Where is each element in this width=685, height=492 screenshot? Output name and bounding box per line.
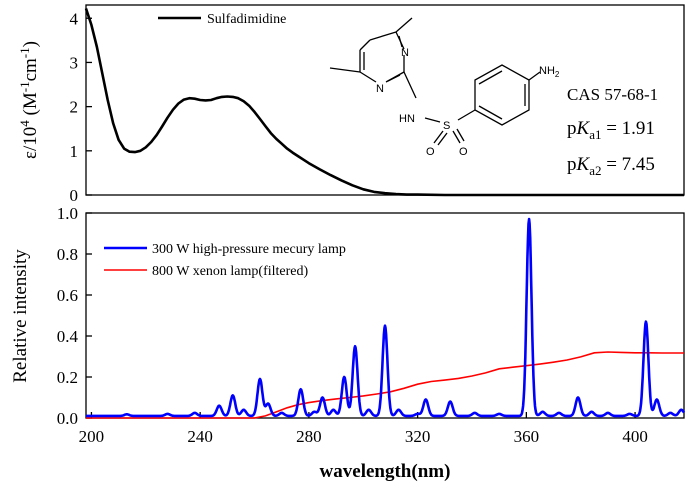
lamp-spectrum-panel: 0.0 0.2 0.4 0.6 0.8 1.0 200 240 280 320 360 400 Re… (10, 204, 685, 482)
top-y-tick-label: 1 (70, 142, 79, 161)
atom-n1: N (401, 47, 409, 59)
x-tick-label: 400 (622, 427, 648, 446)
bottom-plot-frame (85, 212, 685, 419)
bottom-y-tick-label: 0.0 (57, 409, 78, 428)
atom-s: S (443, 120, 450, 132)
top-y-tick-label: 3 (70, 53, 79, 72)
top-y-tick-label: 0 (70, 186, 79, 205)
cas-number: CAS 57-68-1 (567, 85, 658, 104)
top-legend-label: Sulfadimidine (207, 12, 286, 27)
atom-nh2: NH2 (539, 65, 560, 79)
absorption-panel: 0 1 2 3 4 ε/104 (M-1cm-1) Sulfadimidine CAS … (17, 4, 685, 205)
x-tick-label: 360 (514, 427, 540, 446)
bottom-y-tick-label: 0.8 (57, 245, 78, 264)
bottom-y-ticks: 0.0 0.2 0.4 0.6 0.8 1.0 (57, 204, 92, 428)
sulfadimidine-absorption-curve (84, 8, 684, 197)
top-y-axis-label: ε/104 (M-1cm-1) (17, 41, 41, 159)
x-tick-label: 240 (187, 427, 213, 446)
x-tick-label: 280 (296, 427, 322, 446)
mercury-lamp-curve (85, 217, 685, 418)
x-axis-label: wavelength(nm) (320, 461, 451, 482)
top-y-ticks: 0 1 2 3 4 (70, 9, 92, 205)
bottom-y-tick-label: 0.2 (57, 368, 78, 387)
bottom-y-tick-label: 0.6 (57, 286, 78, 305)
bottom-y-tick-label: 0.4 (57, 327, 79, 346)
xenon-lamp-curve (86, 351, 684, 419)
bottom-y-axis-label: Relative intensity (10, 249, 31, 383)
sulfadimidine-structure (329, 17, 541, 146)
bottom-x-ticks: 200 240 280 320 360 400 (79, 412, 648, 446)
pka1-label: pKa1 = 1.91 (567, 118, 655, 142)
atom-o1: O (426, 146, 435, 158)
top-y-tick-label: 4 (70, 9, 79, 28)
atom-n2: N (376, 83, 384, 95)
xenon-legend-label: 800 W xenon lamp(filtered) (152, 264, 308, 279)
x-tick-label: 200 (79, 427, 105, 446)
atom-hn: HN (399, 113, 415, 125)
bottom-y-tick-label: 1.0 (57, 204, 78, 223)
molecule-atom-labels: N N NH2 HN S O O (376, 47, 560, 158)
mercury-legend-label: 300 W high-pressure mecury lamp (152, 242, 346, 257)
atom-o2: O (459, 146, 468, 158)
pka2-label: pKa2 = 7.45 (567, 154, 655, 178)
x-tick-label: 320 (405, 427, 431, 446)
top-y-tick-label: 2 (70, 98, 79, 117)
top-plot-frame (85, 4, 685, 196)
